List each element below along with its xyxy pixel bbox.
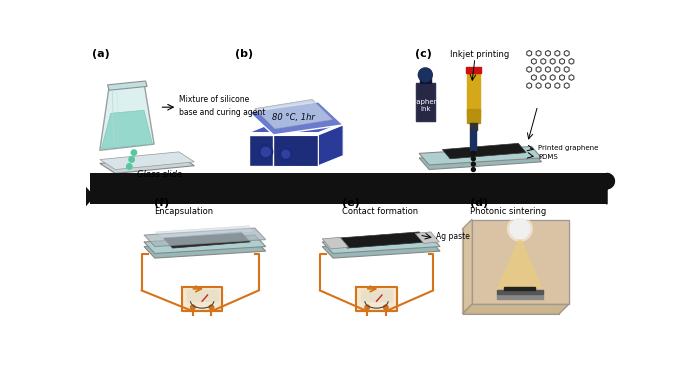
Polygon shape xyxy=(497,294,543,299)
Polygon shape xyxy=(471,130,477,150)
Polygon shape xyxy=(322,240,440,258)
Text: PDMS: PDMS xyxy=(539,154,559,160)
Polygon shape xyxy=(338,232,429,248)
Circle shape xyxy=(259,145,273,159)
Text: Encapsulation: Encapsulation xyxy=(154,207,213,216)
Text: Graphene: Graphene xyxy=(408,99,442,105)
Circle shape xyxy=(471,152,475,155)
Polygon shape xyxy=(164,232,250,248)
Polygon shape xyxy=(469,123,477,130)
Polygon shape xyxy=(415,232,439,243)
Polygon shape xyxy=(100,156,194,173)
Polygon shape xyxy=(144,240,266,258)
Circle shape xyxy=(126,164,132,169)
Polygon shape xyxy=(497,290,543,294)
Polygon shape xyxy=(607,173,614,204)
Polygon shape xyxy=(249,135,318,166)
Polygon shape xyxy=(187,290,218,301)
Polygon shape xyxy=(467,71,480,117)
Text: (a): (a) xyxy=(92,49,110,59)
Polygon shape xyxy=(472,219,569,304)
Bar xyxy=(90,189,607,204)
Text: Mixture of silicone: Mixture of silicone xyxy=(179,95,249,104)
Circle shape xyxy=(209,305,214,310)
Circle shape xyxy=(131,150,137,155)
Polygon shape xyxy=(357,287,396,311)
Circle shape xyxy=(471,157,475,161)
Circle shape xyxy=(471,162,475,166)
Text: (c): (c) xyxy=(415,49,432,59)
Polygon shape xyxy=(322,237,348,249)
Polygon shape xyxy=(127,163,131,167)
Circle shape xyxy=(510,219,530,239)
Polygon shape xyxy=(420,77,431,83)
Polygon shape xyxy=(255,99,333,129)
Text: Glass slide: Glass slide xyxy=(137,170,182,179)
Text: base and curing agent: base and curing agent xyxy=(179,108,265,117)
Polygon shape xyxy=(156,226,255,238)
Polygon shape xyxy=(255,99,333,129)
Polygon shape xyxy=(442,143,526,159)
Polygon shape xyxy=(322,235,440,254)
Circle shape xyxy=(190,305,195,310)
Polygon shape xyxy=(466,67,481,73)
Polygon shape xyxy=(249,123,344,132)
Polygon shape xyxy=(462,304,569,313)
Circle shape xyxy=(471,168,475,171)
Polygon shape xyxy=(182,287,223,311)
Text: (e): (e) xyxy=(341,198,359,208)
Polygon shape xyxy=(249,135,273,166)
Text: Ag paste: Ag paste xyxy=(436,232,470,241)
Polygon shape xyxy=(416,83,435,121)
Polygon shape xyxy=(108,81,147,90)
Polygon shape xyxy=(102,110,153,149)
Circle shape xyxy=(129,157,135,162)
Polygon shape xyxy=(497,239,543,289)
Circle shape xyxy=(280,148,292,160)
Text: (f): (f) xyxy=(154,198,169,208)
Circle shape xyxy=(383,305,388,310)
Polygon shape xyxy=(504,287,535,290)
Polygon shape xyxy=(130,156,133,160)
Polygon shape xyxy=(249,102,344,135)
Text: ink: ink xyxy=(420,106,431,112)
Text: Contact formation: Contact formation xyxy=(341,207,418,216)
Polygon shape xyxy=(416,83,435,121)
Polygon shape xyxy=(132,149,136,153)
Polygon shape xyxy=(318,125,344,166)
Polygon shape xyxy=(249,102,344,135)
Circle shape xyxy=(261,147,270,156)
Polygon shape xyxy=(462,219,472,313)
Circle shape xyxy=(365,305,370,310)
Polygon shape xyxy=(361,290,392,301)
Text: 80 °C, 1hr: 80 °C, 1hr xyxy=(272,113,315,122)
Text: (b): (b) xyxy=(235,49,253,59)
Text: Inkjet printing: Inkjet printing xyxy=(450,50,509,59)
Polygon shape xyxy=(100,152,194,170)
Text: 80 °C, 1hr: 80 °C, 1hr xyxy=(272,113,315,122)
Circle shape xyxy=(508,217,532,241)
Text: Printed graphene: Printed graphene xyxy=(539,145,599,151)
Circle shape xyxy=(282,150,290,158)
Bar xyxy=(90,173,607,189)
Polygon shape xyxy=(144,235,266,254)
Polygon shape xyxy=(467,109,480,123)
Polygon shape xyxy=(419,146,541,165)
Text: (d): (d) xyxy=(469,198,488,208)
Polygon shape xyxy=(419,150,541,170)
Circle shape xyxy=(418,68,432,82)
Polygon shape xyxy=(100,83,154,150)
Polygon shape xyxy=(144,228,266,247)
Text: Photonic sintering: Photonic sintering xyxy=(469,207,545,216)
Polygon shape xyxy=(82,184,93,209)
